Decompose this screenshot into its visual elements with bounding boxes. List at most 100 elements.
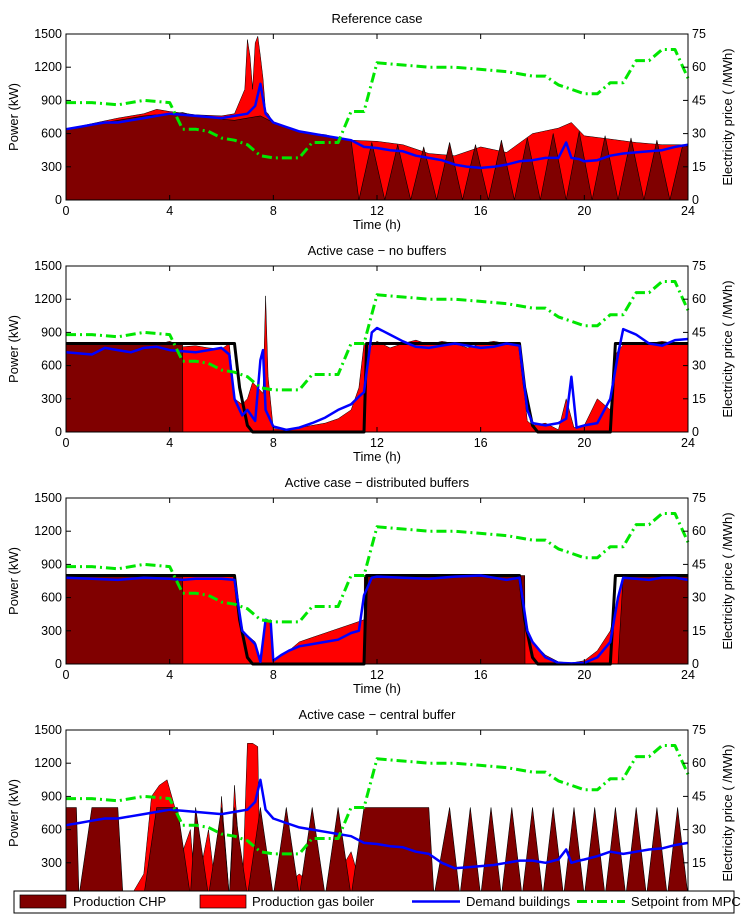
y-tick-label: 1500: [34, 27, 62, 41]
y-right-tick-label: 60: [692, 60, 706, 74]
series-chp-area: [65, 807, 689, 897]
chart-panel-3: 0 4 8 12 16 20 2403006009001200150001530456075…: [6, 475, 735, 696]
y-tick-label: 1500: [34, 723, 62, 737]
y-right-tick-label: 60: [692, 292, 706, 306]
y-right-tick-label: 45: [692, 557, 706, 571]
series-setpoint-line: [66, 744, 690, 856]
y-tick-label: 1200: [34, 292, 62, 306]
y-tick-label: 900: [41, 557, 62, 571]
x-tick-label: 4: [166, 204, 173, 218]
y-tick-label: 300: [41, 160, 62, 174]
y-axis-label: Power (kW): [6, 547, 21, 615]
chart-title: Active case − central buffer: [299, 707, 457, 722]
legend-swatch-boiler: [199, 894, 247, 909]
series-demand-line: [65, 574, 689, 665]
y-right-tick-label: 60: [692, 524, 706, 538]
y-tick-label: 1200: [34, 60, 62, 74]
y-tick-label: 0: [55, 425, 62, 439]
x-tick-label: 0: [63, 204, 70, 218]
y-tick-label: 1500: [34, 491, 62, 505]
y-axis-label: Power (kW): [6, 83, 21, 151]
x-tick-label: 4: [166, 668, 173, 682]
panels: 0 4 8 12 16 20 2403006009001200150001530456075…: [6, 11, 735, 915]
y-right-tick-label: 60: [692, 756, 706, 770]
y-right-tick-label: 0: [692, 657, 699, 671]
x-tick-label: 8: [270, 204, 277, 218]
x-tick-label: 20: [577, 204, 591, 218]
legend-label-demand: Demand buildings: [466, 894, 571, 909]
x-tick-label: 16: [474, 436, 488, 450]
legend-swatch-chp: [19, 894, 67, 909]
legend-box: [13, 890, 735, 914]
y-axis-right-label: Electricity price ( /MWh): [720, 280, 735, 417]
y-right-tick-label: 75: [692, 491, 706, 505]
x-tick-label: 16: [474, 668, 488, 682]
y-right-tick-label: 0: [692, 193, 699, 207]
y-tick-label: 600: [41, 127, 62, 141]
x-tick-label: 12: [370, 668, 384, 682]
series-demand-line: [65, 778, 689, 870]
y-tick-label: 1200: [34, 524, 62, 538]
chart-title: Reference case: [331, 11, 422, 26]
y-axis-right-label: Electricity price ( /MWh): [720, 48, 735, 185]
x-tick-label: 4: [166, 436, 173, 450]
y-right-tick-label: 75: [692, 259, 706, 273]
y-axis-label: Power (kW): [6, 779, 21, 847]
y-tick-label: 900: [41, 93, 62, 107]
y-right-tick-label: 45: [692, 93, 706, 107]
x-tick-label: 16: [474, 204, 488, 218]
x-tick-label: 24: [681, 668, 695, 682]
legend-label-chp: Production CHP: [73, 894, 166, 909]
y-tick-label: 600: [41, 823, 62, 837]
x-tick-label: 20: [577, 668, 591, 682]
chart-panel-2: 0 4 8 12 16 20 2403006009001200150001530456075…: [6, 243, 735, 464]
y-tick-label: 0: [55, 657, 62, 671]
chart-title: Active case − no buffers: [308, 243, 447, 258]
legend-label-setpoint: Setpoint from MPC: [631, 894, 741, 909]
x-tick-label: 20: [577, 436, 591, 450]
x-axis-label: Time (h): [353, 913, 401, 915]
x-tick-label: 12: [370, 204, 384, 218]
chart-panel-4: 0481216202403006009001200150001530456075…: [6, 707, 735, 915]
series-setpoint-line: [66, 280, 690, 392]
series-demand-line: [65, 326, 689, 432]
series-demand-line: [65, 82, 689, 170]
y-right-tick-label: 45: [692, 325, 706, 339]
y-tick-label: 1500: [34, 259, 62, 273]
y-right-tick-label: 15: [692, 624, 706, 638]
y-tick-label: 600: [41, 591, 62, 605]
y-right-tick-label: 30: [692, 823, 706, 837]
chart-panel-1: 0 4 8 12 16 20 2403006009001200150001530456075…: [6, 11, 735, 232]
y-tick-label: 300: [41, 856, 62, 870]
x-axis-label: Time (h): [353, 449, 401, 464]
y-tick-label: 900: [41, 325, 62, 339]
plot-area: [65, 280, 690, 434]
x-tick-label: 24: [681, 436, 695, 450]
y-right-tick-label: 75: [692, 27, 706, 41]
y-tick-label: 900: [41, 789, 62, 803]
y-tick-label: 300: [41, 624, 62, 638]
legend-label-boiler: Production gas boiler: [252, 894, 375, 909]
y-right-tick-label: 15: [692, 856, 706, 870]
y-right-tick-label: 15: [692, 392, 706, 406]
y-tick-label: 300: [41, 392, 62, 406]
y-right-tick-label: 0: [692, 425, 699, 439]
y-right-tick-label: 45: [692, 789, 706, 803]
x-tick-label: 8: [270, 436, 277, 450]
x-tick-label: 0: [63, 436, 70, 450]
legend: Production CHP Production gas boiler Dem…: [13, 890, 741, 914]
y-tick-label: 0: [55, 193, 62, 207]
y-tick-label: 600: [41, 359, 62, 373]
y-right-tick-label: 30: [692, 359, 706, 373]
y-right-tick-label: 15: [692, 160, 706, 174]
x-axis-label: Time (h): [353, 217, 401, 232]
plot-area: [65, 743, 690, 897]
x-tick-label: 0: [63, 668, 70, 682]
y-axis-right-label: Electricity price ( /MWh): [720, 512, 735, 649]
y-right-tick-label: 75: [692, 723, 706, 737]
y-right-tick-label: 30: [692, 127, 706, 141]
y-right-tick-label: 30: [692, 591, 706, 605]
x-tick-label: 8: [270, 668, 277, 682]
chart-title: Active case − distributed buffers: [285, 475, 470, 490]
x-tick-label: 12: [370, 436, 384, 450]
